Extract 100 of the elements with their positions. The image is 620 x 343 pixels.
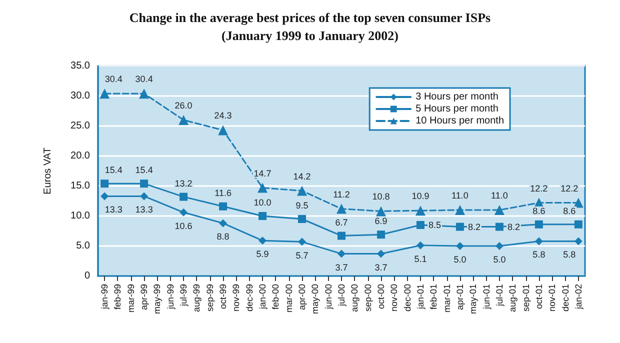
data-label: 8.5: [428, 220, 441, 230]
point: [336, 204, 346, 214]
data-label: 11.6: [214, 188, 232, 198]
point: [456, 242, 464, 250]
x-tick-label: feb-01: [428, 284, 439, 310]
data-label: 26.0: [174, 100, 192, 110]
y-tick-label: 5.0: [76, 240, 90, 252]
x-tick-label: apr-99: [139, 284, 150, 310]
point: [178, 115, 189, 125]
point: [100, 88, 110, 99]
data-label: 9.5: [296, 200, 308, 210]
data-label: 11.0: [491, 190, 508, 200]
data-label: 5.1: [414, 254, 427, 264]
x-tick-label: sep-99: [204, 284, 215, 312]
point: [574, 237, 582, 246]
data-label: 5.0: [493, 254, 506, 264]
point: [258, 212, 267, 220]
data-label: 3.7: [335, 262, 348, 272]
x-tick-label: may-01: [468, 284, 478, 314]
x-tick-label: oct-01: [534, 284, 544, 310]
data-label: 5.9: [256, 249, 269, 260]
data-label: 6.7: [335, 217, 348, 228]
point: [218, 125, 228, 136]
data-label: 30.4: [135, 74, 153, 84]
x-tick-label: aug-99: [192, 284, 202, 312]
y-tick-label: 30.0: [70, 90, 90, 102]
data-label: 30.4: [104, 74, 122, 84]
x-tick-label: jun-00: [323, 284, 334, 310]
point: [219, 219, 228, 228]
y-tick-label: 25.0: [70, 120, 90, 132]
point: [258, 182, 268, 193]
legend-label: 3 Hours per month: [416, 92, 498, 102]
data-label: 3.7: [374, 262, 388, 272]
x-tick-label: nov-01: [547, 284, 558, 312]
point: [376, 230, 385, 239]
data-label: 15.4: [104, 165, 122, 176]
x-tick-label: jul-00: [336, 284, 346, 308]
y-tick-label: 35.0: [70, 60, 90, 72]
data-label: 5.0: [454, 254, 466, 264]
point: [338, 232, 346, 240]
point: [534, 220, 543, 228]
point: [494, 205, 504, 215]
point: [574, 220, 582, 228]
x-tick-label: dec-01: [560, 284, 570, 312]
x-tick-label: aug-01: [508, 284, 518, 312]
y-tick-label: 0: [84, 270, 90, 282]
data-label: 8.2: [468, 222, 480, 232]
data-label: 10.9: [412, 191, 430, 202]
point: [180, 208, 188, 216]
point: [416, 221, 424, 229]
data-label: 8.6: [563, 206, 576, 216]
x-tick-label: sep-00: [362, 284, 373, 312]
point: [415, 206, 426, 216]
point: [298, 215, 306, 223]
x-tick-label: aug-00: [350, 284, 360, 312]
x-tick-label: may-00: [310, 284, 320, 314]
chart-subtitle: (January 1999 to January 2002): [222, 28, 398, 43]
point: [573, 198, 584, 208]
x-tick-label: jan-01: [415, 284, 426, 310]
x-tick-label: apr-00: [297, 284, 308, 310]
point: [376, 250, 385, 258]
data-label: 6.9: [374, 216, 388, 226]
point: [219, 202, 228, 210]
y-tick-label: 15.0: [70, 180, 90, 192]
point: [454, 205, 465, 215]
point: [140, 180, 148, 188]
point: [297, 186, 308, 196]
data-label: 13.3: [104, 204, 122, 215]
data-label: 5.8: [563, 250, 576, 260]
point: [495, 242, 504, 250]
point: [376, 206, 386, 216]
x-tick-label: mar-99: [126, 284, 136, 313]
y-tick-label: 20.0: [70, 150, 90, 162]
data-label: 13.2: [174, 178, 192, 188]
x-tick-label: nov-00: [389, 284, 400, 312]
x-tick-label: sep-01: [520, 284, 531, 312]
data-label: 10.6: [174, 220, 192, 231]
data-label: 8.8: [216, 232, 230, 242]
x-tick-label: dec-99: [244, 284, 254, 312]
point: [258, 236, 267, 245]
data-label: 11.2: [333, 189, 350, 200]
x-tick-label: jul-99: [178, 284, 189, 308]
x-tick-label: feb-99: [112, 284, 123, 310]
x-tick-label: may-99: [152, 284, 162, 314]
data-label: 11.0: [452, 190, 468, 200]
data-label: 10.0: [254, 198, 272, 208]
point: [338, 250, 346, 258]
point: [180, 192, 188, 201]
x-tick-label: oct-00: [376, 284, 386, 310]
point: [456, 222, 464, 231]
legend-label: 5 Hours per month: [416, 104, 498, 114]
y-axis-title: Euros VAT: [42, 148, 54, 194]
x-tick-label: feb-00: [270, 284, 281, 310]
x-tick-label: jun-99: [165, 284, 176, 310]
point: [139, 88, 150, 99]
point: [100, 192, 109, 200]
point: [495, 222, 504, 231]
data-label: 14.2: [293, 171, 311, 182]
chart-title: Change in the average best prices of the top seven consumer ISPs: [129, 10, 491, 25]
x-tick-label: jun-01: [481, 284, 492, 310]
